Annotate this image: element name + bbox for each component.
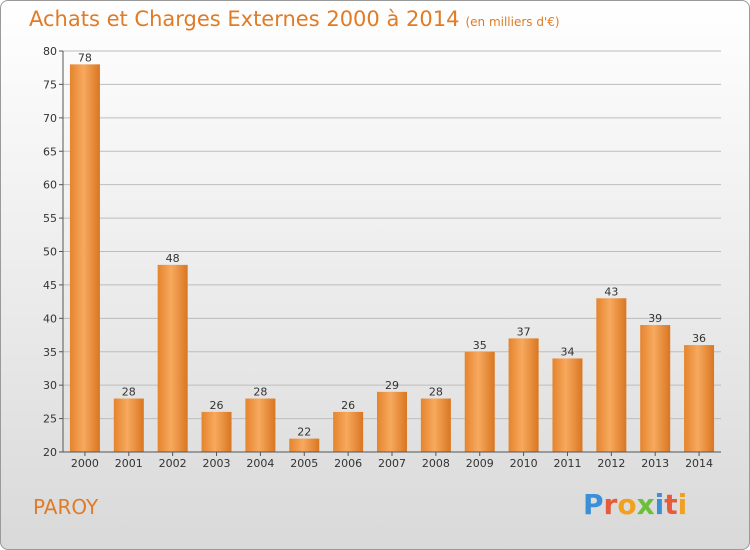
y-tick-label: 50 bbox=[43, 246, 57, 259]
bar-2010 bbox=[508, 338, 539, 452]
bar-2002 bbox=[157, 264, 188, 452]
bar-2011 bbox=[552, 358, 583, 452]
bar-2014 bbox=[684, 345, 715, 452]
y-tick-label: 45 bbox=[43, 279, 57, 292]
y-tick-label: 65 bbox=[43, 145, 57, 158]
value-label-2002: 48 bbox=[166, 252, 180, 265]
value-label-2012: 43 bbox=[604, 285, 618, 298]
value-label-2006: 26 bbox=[341, 399, 355, 412]
bars: 78 28 48 26 28 22 26 29 28 35 37 34 43 39 36 bbox=[69, 51, 715, 452]
value-label-2009: 35 bbox=[473, 339, 487, 352]
y-tick-label: 60 bbox=[43, 179, 57, 192]
bar-2006 bbox=[333, 411, 364, 452]
value-label-2000: 78 bbox=[78, 51, 92, 64]
value-label-2014: 36 bbox=[692, 332, 706, 345]
y-tick-label: 70 bbox=[43, 112, 57, 125]
y-tick-label: 30 bbox=[43, 379, 57, 392]
bar-2008 bbox=[420, 398, 451, 452]
x-tick-label: 2002 bbox=[159, 457, 187, 470]
bar-2009 bbox=[464, 351, 495, 452]
x-tick-label: 2004 bbox=[246, 457, 274, 470]
x-tick-label: 2009 bbox=[466, 457, 494, 470]
y-tick-label: 25 bbox=[43, 413, 57, 426]
x-tick-label: 2000 bbox=[71, 457, 99, 470]
bar-2004 bbox=[245, 398, 276, 452]
x-axis-ticks: 2000 2001 2002 2003 2004 2005 2006 2007 2008 2009… bbox=[71, 452, 713, 470]
value-label-2004: 28 bbox=[253, 386, 267, 399]
x-tick-label: 2010 bbox=[510, 457, 538, 470]
x-tick-label: 2001 bbox=[115, 457, 143, 470]
y-tick-label: 75 bbox=[43, 78, 57, 91]
y-tick-label: 35 bbox=[43, 346, 57, 359]
location-name: PAROY bbox=[33, 495, 99, 519]
bar-2005 bbox=[289, 438, 320, 452]
bar-2012 bbox=[596, 298, 627, 452]
bar-2000 bbox=[69, 64, 100, 452]
value-label-2005: 22 bbox=[297, 426, 311, 439]
value-label-2010: 37 bbox=[517, 325, 531, 338]
y-tick-label: 40 bbox=[43, 312, 57, 325]
value-label-2013: 39 bbox=[648, 312, 662, 325]
proxiti-logo: Proxiti bbox=[583, 488, 688, 521]
x-tick-label: 2013 bbox=[641, 457, 669, 470]
bar-2003 bbox=[201, 411, 232, 452]
value-label-2001: 28 bbox=[122, 386, 136, 399]
x-tick-label: 2011 bbox=[553, 457, 581, 470]
x-tick-label: 2014 bbox=[685, 457, 713, 470]
chart-title: Achats et Charges Externes 2000 à 2014 (e… bbox=[29, 7, 560, 31]
value-label-2007: 29 bbox=[385, 379, 399, 392]
x-tick-label: 2003 bbox=[203, 457, 231, 470]
y-axis-ticks: 20 25 30 35 40 45 50 55 60 65 70 75 80 bbox=[43, 45, 63, 459]
x-tick-label: 2005 bbox=[290, 457, 318, 470]
y-tick-label: 80 bbox=[43, 45, 57, 58]
x-tick-label: 2008 bbox=[422, 457, 450, 470]
bar-2013 bbox=[640, 325, 671, 452]
x-tick-label: 2007 bbox=[378, 457, 406, 470]
y-tick-label: 20 bbox=[43, 446, 57, 459]
bar-2007 bbox=[377, 391, 407, 452]
value-label-2011: 34 bbox=[560, 345, 574, 358]
chart-title-text: Achats et Charges Externes 2000 à 2014 bbox=[29, 7, 460, 31]
chart-unit: (en milliers d'€) bbox=[465, 15, 560, 29]
y-tick-label: 55 bbox=[43, 212, 57, 225]
bar-2001 bbox=[113, 398, 144, 452]
value-label-2003: 26 bbox=[210, 399, 224, 412]
x-tick-label: 2006 bbox=[334, 457, 362, 470]
x-tick-label: 2012 bbox=[597, 457, 625, 470]
value-label-2008: 28 bbox=[429, 386, 443, 399]
